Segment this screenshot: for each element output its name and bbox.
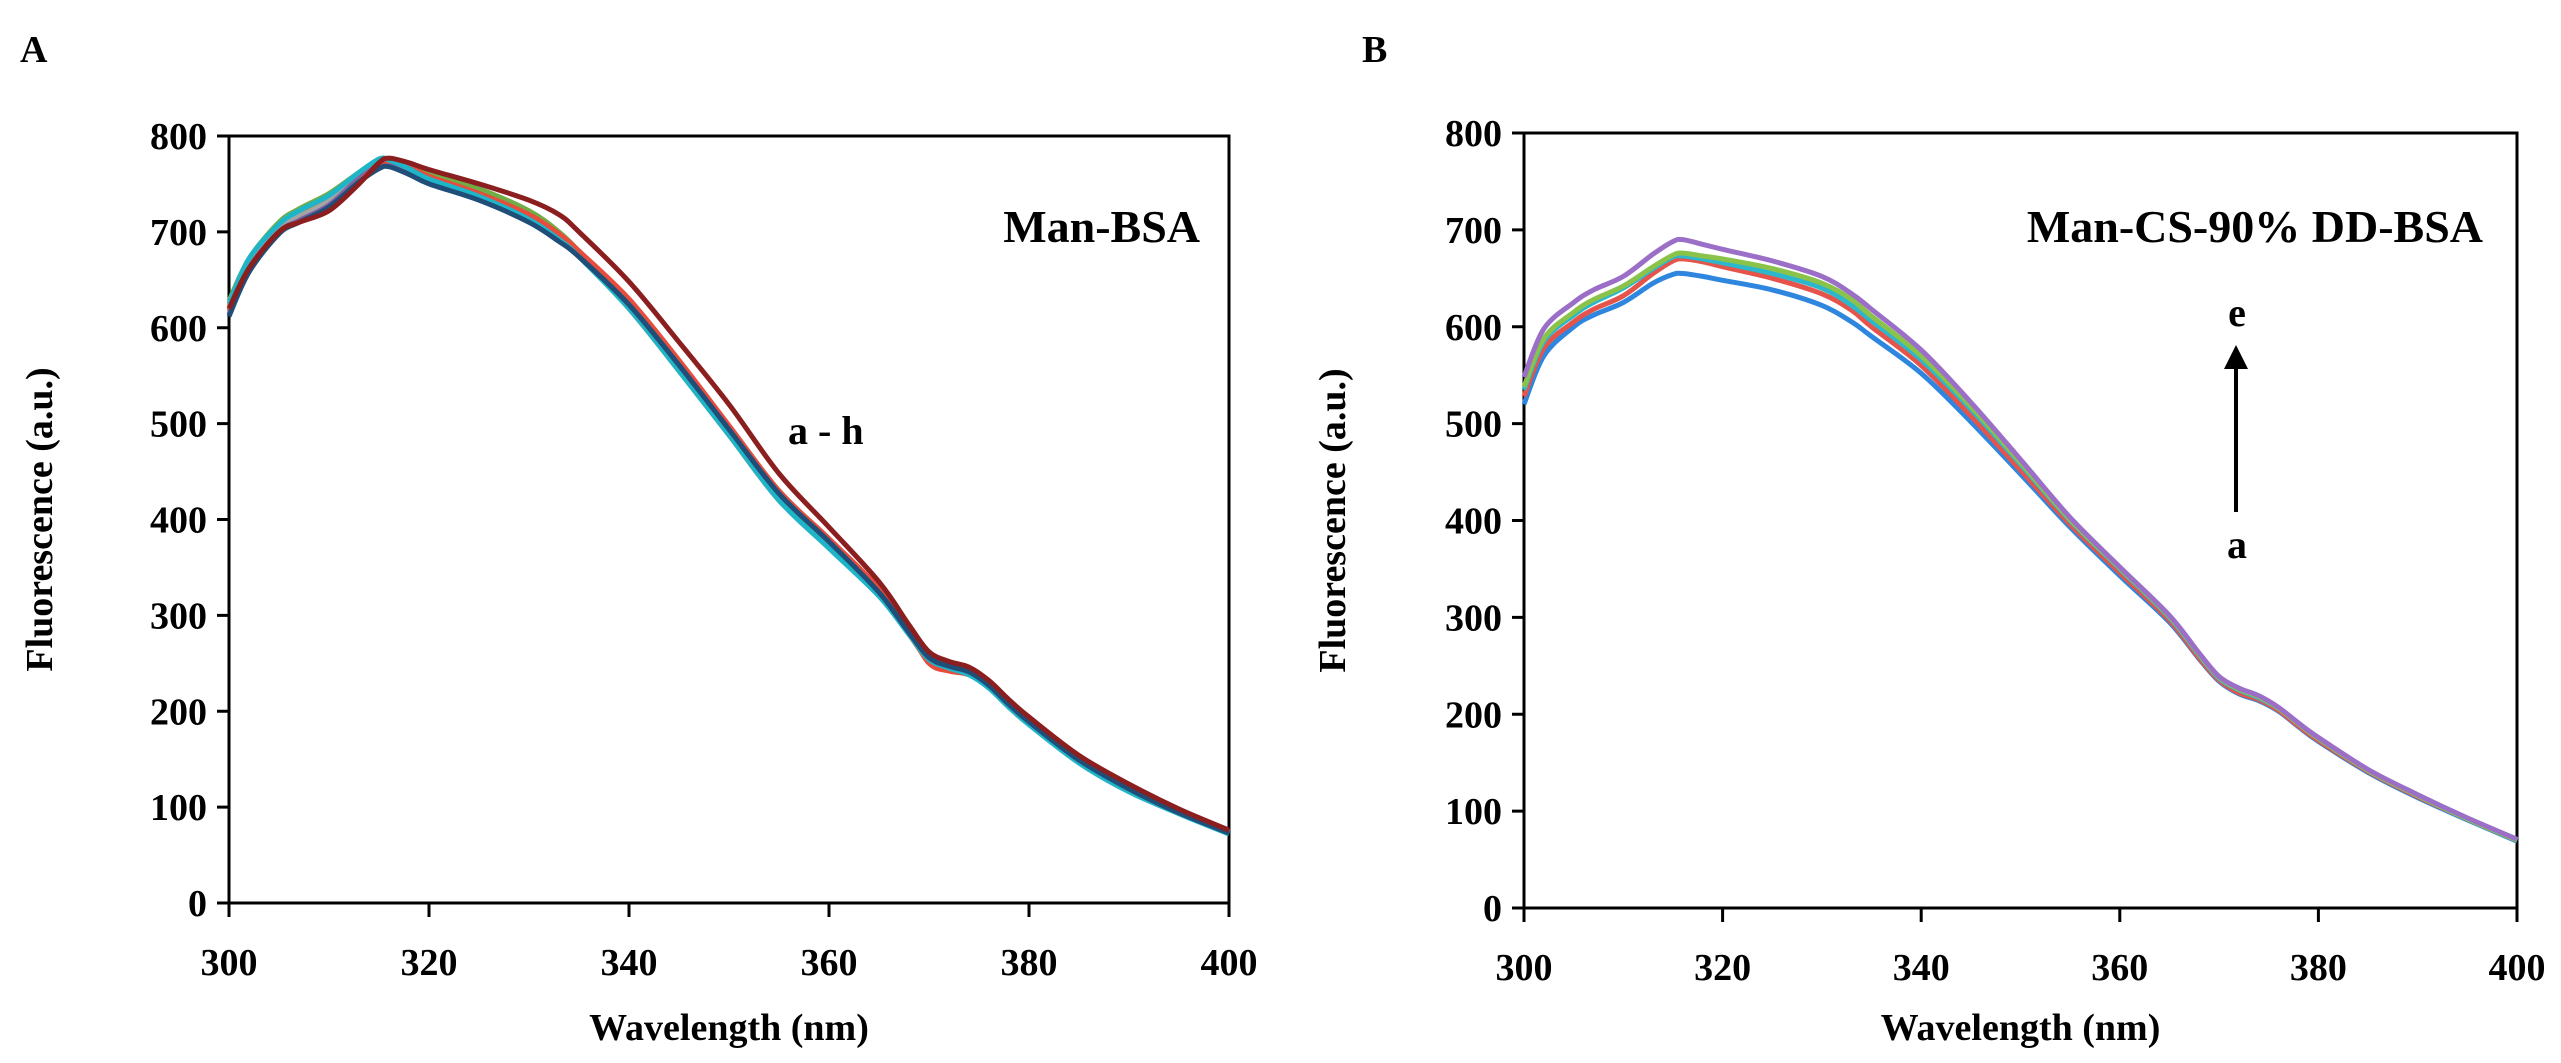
series-line-e [1521, 236, 2518, 842]
x-tick-label: 360 [2091, 947, 2148, 989]
series-line-h [226, 163, 1230, 836]
series-line-a [1521, 270, 2518, 844]
series-line-b [226, 156, 1230, 836]
series-line-c [1521, 253, 2518, 843]
x-tick-label: 320 [1694, 947, 1751, 989]
y-tick-label: 700 [1445, 210, 1502, 252]
x-tick-label: 320 [401, 942, 458, 984]
series-range-annotation: a - h [788, 408, 864, 453]
series-line-h2 [226, 155, 1230, 833]
x-axis-title: Wavelength (nm) [1881, 1007, 2161, 1049]
panel-a: A 0 100 200 300 400 500 600 700 800 300 320 340 360 38… [19, 29, 1258, 1049]
series-line-b [1521, 256, 2518, 843]
series-line-g [226, 155, 1230, 837]
panel-label: A [20, 29, 48, 71]
x-tick-label: 400 [1201, 942, 1258, 984]
panel-title: Man-BSA [1003, 201, 1200, 252]
y-tick-label: 500 [150, 404, 207, 446]
series-line-e [226, 159, 1230, 835]
y-tick-label: 300 [150, 595, 207, 637]
panel-label: B [1362, 29, 1387, 71]
y-tick-label: 100 [1445, 791, 1502, 833]
panel-title: Man-CS-90% DD-BSA [2027, 201, 2483, 252]
series-line-d [226, 155, 1230, 836]
arrow-start-label: a [2227, 522, 2247, 567]
x-tick-label: 300 [201, 942, 258, 984]
x-tick-label: 380 [1001, 942, 1058, 984]
y-axis-title: Fluorescence (a.u.) [19, 367, 61, 671]
x-tick-label: 300 [1496, 947, 1553, 989]
arrow-up-icon [2224, 345, 2248, 369]
y-tick-label: 0 [188, 883, 207, 925]
x-tick-label: 380 [2290, 947, 2347, 989]
x-axis-title: Wavelength (nm) [589, 1007, 869, 1049]
series-line-c [226, 157, 1230, 836]
y-tick-label: 0 [1483, 888, 1502, 930]
y-tick-label: 600 [150, 308, 207, 350]
y-tick-label: 800 [150, 116, 207, 158]
y-axis-title: Fluorescence (a.u.) [1312, 368, 1354, 672]
x-tick-label: 400 [2489, 947, 2546, 989]
series-line-d [1521, 250, 2518, 843]
y-tick-label: 800 [1445, 113, 1502, 155]
y-tick-label: 400 [150, 500, 207, 542]
y-tick-label: 500 [1445, 404, 1502, 446]
series-line-a [226, 161, 1230, 835]
y-tick-label: 100 [150, 787, 207, 829]
y-tick-label: 600 [1445, 307, 1502, 349]
y-tick-label: 400 [1445, 501, 1502, 543]
x-tick-label: 360 [801, 942, 858, 984]
y-tick-label: 200 [1445, 694, 1502, 736]
y-tick-label: 300 [1445, 597, 1502, 639]
panel-b: B 0 100 200 300 400 500 600 700 800 300 320 340 360 38… [1312, 29, 2546, 1049]
arrow-end-label: e [2228, 290, 2246, 335]
x-tick-label: 340 [1893, 947, 1950, 989]
series-line-f [226, 158, 1230, 835]
x-tick-label: 340 [601, 942, 658, 984]
y-tick-label: 700 [150, 212, 207, 254]
y-tick-label: 200 [150, 691, 207, 733]
